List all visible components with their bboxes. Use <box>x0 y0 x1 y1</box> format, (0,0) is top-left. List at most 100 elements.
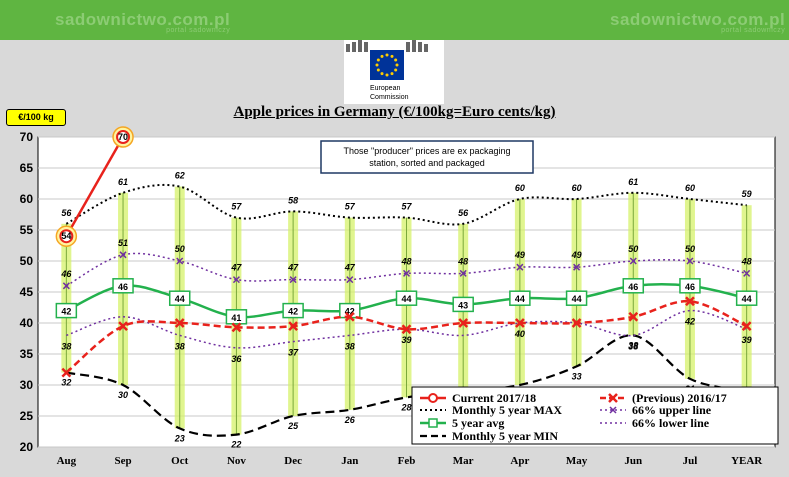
data-label-max: 57 <box>345 202 356 212</box>
data-label-upper66: 47 <box>230 263 242 273</box>
data-label-min: 22 <box>230 440 241 450</box>
x-tick-label: Jun <box>624 455 642 467</box>
chart-title: Apple prices in Germany (€/100kg=Euro ce… <box>233 104 556 120</box>
legend-entry-current: Current 2017/18 <box>452 391 536 405</box>
data-label-lower66: 38 <box>175 341 185 351</box>
y-tick-label: 20 <box>20 440 34 454</box>
marker-avg <box>679 278 701 294</box>
marker-previous <box>344 311 355 322</box>
marker-previous <box>628 311 639 322</box>
marker-previous <box>401 324 412 335</box>
data-label-lower66: 38 <box>61 341 71 351</box>
marker-upper66 <box>629 257 637 265</box>
eu-logo-text-2: Commission <box>370 94 409 101</box>
data-label-max: 61 <box>628 177 638 187</box>
marker-avg <box>735 290 758 306</box>
y-tick-label: 40 <box>20 316 34 330</box>
eu-logo-text-1: European <box>370 85 400 92</box>
data-label-avg: 46 <box>685 282 695 292</box>
data-label-upper66: 48 <box>400 256 411 266</box>
legend: Current 2017/18 (Previous) 2016/17 Monthly… <box>411 386 779 445</box>
data-label-upper66: 46 <box>60 269 72 279</box>
watermark-left: sadownictwo.com.pl portal sadowniczy <box>55 10 231 34</box>
data-label-max: 56 <box>61 208 72 218</box>
marker-avg <box>509 290 531 306</box>
legend-frame <box>411 386 779 445</box>
x-tick-label: Jan <box>341 455 358 467</box>
marker-upper66 <box>289 276 297 284</box>
x-tick-label: Aug <box>57 455 77 467</box>
marker-avg <box>395 290 418 306</box>
note-line-2: station, sorted and packaged <box>369 158 485 168</box>
data-label-upper66: 48 <box>457 256 468 266</box>
y-tick-label: 50 <box>20 254 34 268</box>
marker-upper66 <box>62 282 70 290</box>
data-label-avg: 44 <box>572 294 582 304</box>
data-label-max: 60 <box>515 183 525 193</box>
data-label-upper66: 49 <box>514 250 525 260</box>
note-box-frame <box>320 140 534 174</box>
series-line-max <box>65 183 747 226</box>
marker-upper66 <box>743 269 751 277</box>
marker-avg <box>452 296 474 313</box>
y-tick-label: 60 <box>20 192 34 206</box>
marker-previous <box>174 318 185 328</box>
marker-avg <box>112 278 134 294</box>
x-tick-label: Feb <box>398 455 416 467</box>
marker-upper66 <box>573 263 581 271</box>
legend-entry-max: Monthly 5 year MAX <box>452 403 562 417</box>
marker-upper66 <box>402 269 411 277</box>
x-tick-label: May <box>566 455 588 467</box>
data-label-upper66: 50 <box>175 244 185 254</box>
data-label-current: 70 <box>118 132 128 142</box>
marker-upper66 <box>516 263 524 271</box>
marker-avg <box>622 278 645 294</box>
header-bar: sadownictwo.com.pl portal sadowniczy sado… <box>0 0 789 40</box>
data-label-min: 33 <box>572 371 582 381</box>
data-label-upper66: 51 <box>118 238 128 248</box>
legend-entry-avg: 5 year avg <box>452 416 504 430</box>
data-label-min: 28 <box>400 402 411 412</box>
data-label-lower66: 37 <box>288 348 299 358</box>
x-tick-label: Sep <box>114 455 131 467</box>
marker-upper66 <box>346 276 354 284</box>
data-label-lower66: 38 <box>628 341 638 351</box>
data-label-avg: 42 <box>288 307 298 317</box>
data-label-avg: 44 <box>175 294 185 304</box>
note-box: Those "producer" prices are ex packaging… <box>320 140 534 174</box>
data-label-avg: 44 <box>742 294 752 304</box>
data-label-avg: 42 <box>61 307 71 317</box>
data-label-avg: 44 <box>401 294 411 304</box>
data-label-max: 60 <box>685 183 695 193</box>
y-tick-label: 35 <box>20 347 34 361</box>
watermark-right: sadownictwo.com.pl portal sadowniczy <box>610 10 786 34</box>
data-label-min: 23 <box>174 433 185 443</box>
series-line-current <box>65 136 125 237</box>
y-tick-label: 30 <box>20 378 34 392</box>
legend-entry-min: Monthly 5 year MIN <box>452 429 558 443</box>
y-tick-label: 25 <box>20 409 34 423</box>
data-label-max: 62 <box>175 171 185 181</box>
data-label-max: 56 <box>458 208 469 218</box>
marker-previous <box>231 322 242 333</box>
y-tick-label: 45 <box>20 285 34 299</box>
data-label-avg: 46 <box>118 282 128 292</box>
data-label-avg: 41 <box>231 313 241 323</box>
marker-avg <box>55 302 78 319</box>
marker-avg <box>282 302 304 319</box>
data-label-max: 60 <box>572 183 582 193</box>
eu-commission-logo: European Commission <box>344 40 444 104</box>
marker-previous <box>288 321 298 331</box>
marker-previous <box>118 321 128 331</box>
data-label-upper66: 50 <box>628 244 638 254</box>
marker-upper66 <box>459 269 467 277</box>
marker-current <box>116 130 131 144</box>
data-label-upper66: 49 <box>571 250 582 260</box>
data-label-min: 30 <box>118 390 128 400</box>
y-tick-label: 65 <box>20 161 34 175</box>
series-line-min <box>66 334 747 437</box>
data-label-upper66: 48 <box>741 256 752 266</box>
marker-upper66 <box>232 276 240 284</box>
data-label-avg: 46 <box>628 282 638 292</box>
data-label-lower66: 38 <box>345 341 355 351</box>
